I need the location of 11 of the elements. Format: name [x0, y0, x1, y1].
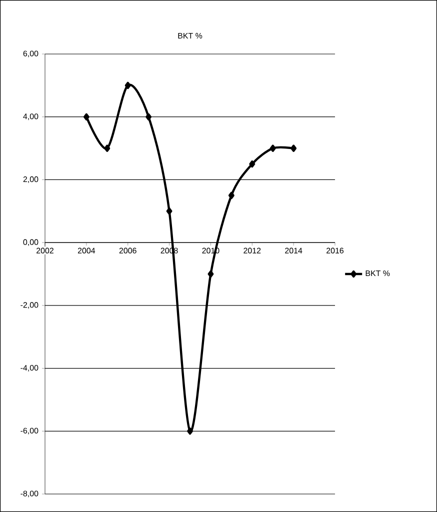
point — [146, 113, 152, 120]
point — [249, 160, 256, 168]
point — [124, 82, 131, 90]
point — [290, 144, 297, 152]
point — [270, 144, 276, 152]
point — [166, 208, 172, 215]
point — [228, 192, 234, 200]
point — [83, 113, 90, 120]
point — [187, 428, 193, 435]
point — [208, 270, 214, 278]
point — [104, 144, 110, 152]
